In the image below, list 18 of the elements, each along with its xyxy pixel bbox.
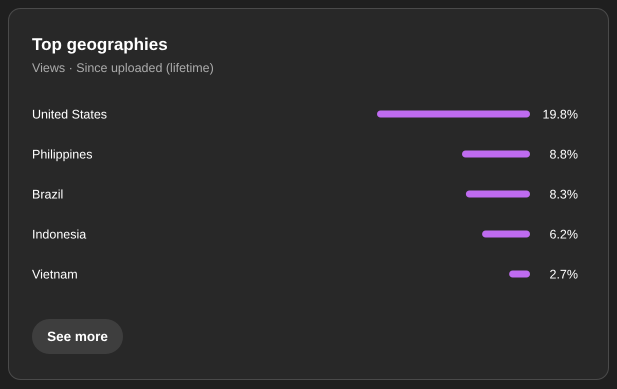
y-tick-label: Brazil — [32, 188, 64, 202]
y-tick-label: Philippines — [32, 148, 92, 162]
data-label: 2.7% — [550, 268, 578, 282]
y-tick-label: Vietnam — [32, 268, 78, 282]
data-label: 19.8% — [542, 108, 578, 122]
bar — [466, 190, 530, 198]
data-label: 8.8% — [550, 148, 578, 162]
text: Views · Since uploaded (lifetime) — [32, 61, 214, 75]
bar — [377, 110, 530, 118]
text: Top geographies — [32, 35, 168, 54]
bar — [462, 150, 530, 158]
bar — [482, 230, 530, 238]
bar — [509, 270, 530, 278]
data-label: 8.3% — [550, 188, 578, 202]
y-tick-label: Indonesia — [32, 228, 86, 242]
y-tick-label: United States — [32, 108, 108, 122]
data-label: 6.2% — [550, 228, 578, 242]
text: See more — [47, 329, 108, 344]
